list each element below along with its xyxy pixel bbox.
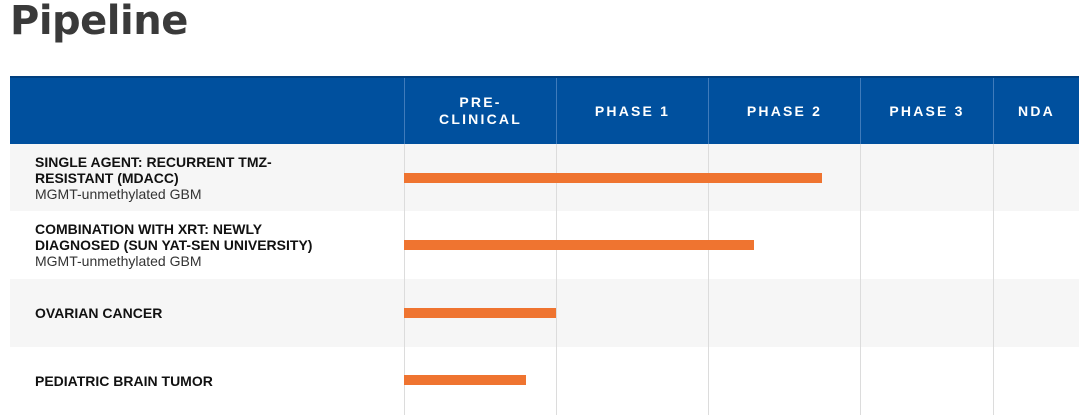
pipeline-table: PRE- CLINICAL PHASE 1 PHASE 2 PHASE 3 ND… [10,76,1079,415]
header-divider [404,78,405,144]
row-label: PEDIATRIC BRAIN TUMOR [35,347,395,415]
column-divider [860,144,861,415]
row-label: OVARIAN CANCER [35,279,395,347]
column-divider [708,144,709,415]
header-divider [556,78,557,144]
row-title: COMBINATION WITH XRT: NEWLY DIAGNOSED (S… [35,221,313,253]
row-label: SINGLE AGENT: RECURRENT TMZ- RESISTANT (… [35,144,395,211]
table-row: COMBINATION WITH XRT: NEWLY DIAGNOSED (S… [10,211,1079,279]
row-subtitle: MGMT-unmethylated GBM [35,253,202,269]
row-label: COMBINATION WITH XRT: NEWLY DIAGNOSED (S… [35,211,395,279]
column-divider [556,144,557,415]
progress-bar [404,240,754,250]
column-divider [993,144,994,415]
row-title: OVARIAN CANCER [35,305,163,321]
header-phase-3: PHASE 3 [889,102,965,119]
progress-bar [404,308,556,318]
row-subtitle: MGMT-unmethylated GBM [35,185,202,202]
row-title: SINGLE AGENT: RECURRENT TMZ- RESISTANT (… [35,153,272,186]
header-preclinical: PRE- CLINICAL [439,94,522,127]
progress-bar [404,173,822,183]
header-phase-2: PHASE 2 [746,102,823,119]
page-title: Pipeline [10,0,188,44]
table-header: PRE- CLINICAL PHASE 1 PHASE 2 PHASE 3 ND… [10,76,1079,144]
progress-bar [404,375,526,385]
header-divider [708,78,709,144]
table-row: PEDIATRIC BRAIN TUMOR [10,347,1079,415]
header-divider [993,78,994,144]
header-nda: NDA [1018,102,1055,119]
column-divider [404,144,405,415]
row-title: PEDIATRIC BRAIN TUMOR [35,373,213,389]
header-divider [860,78,861,144]
header-indication [10,78,404,144]
header-phase-1: PHASE 1 [594,102,671,119]
